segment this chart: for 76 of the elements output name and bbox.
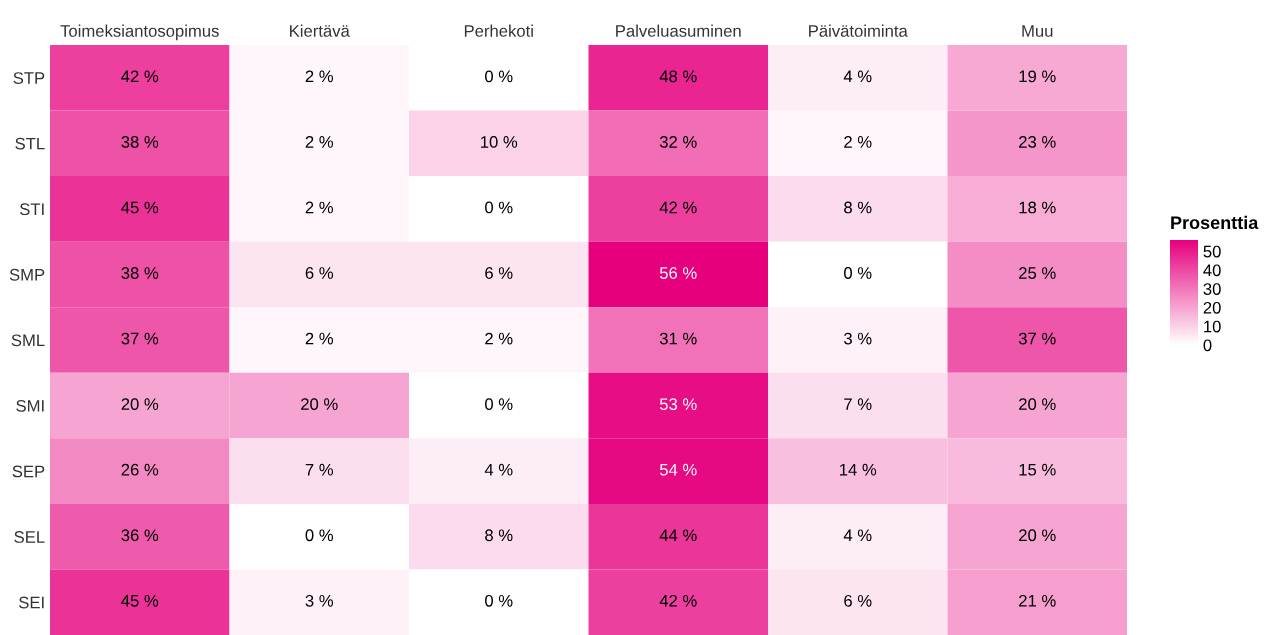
data-label: 8 % — [485, 529, 513, 542]
data-label: 0 % — [485, 201, 513, 214]
data-label: 2 % — [305, 201, 334, 214]
data-label: 26 % — [121, 463, 159, 476]
data-label: 10 % — [481, 136, 518, 148]
color-bar-label: 0 — [1203, 339, 1212, 352]
data-label: 38 % — [121, 267, 159, 279]
data-label: 8 % — [844, 201, 872, 214]
y-tick-label: SML — [11, 334, 45, 347]
data-label: 44 % — [659, 529, 697, 542]
data-label: 18 % — [1019, 201, 1056, 214]
data-label: 2 % — [305, 136, 334, 148]
data-label: 42 % — [659, 201, 697, 214]
data-label: 48 % — [659, 70, 697, 83]
data-label: 0 % — [305, 529, 334, 542]
y-tick-label: STL — [15, 137, 45, 150]
data-label: 45 % — [121, 594, 159, 607]
data-label: 36 % — [121, 529, 159, 542]
data-label: 25 % — [1019, 267, 1056, 279]
data-label: 3 % — [305, 594, 334, 607]
data-label: 0 % — [844, 267, 872, 279]
data-label: 0 % — [485, 398, 513, 411]
color-bar-label: 10 — [1204, 320, 1221, 333]
y-tick-label: SEP — [12, 465, 45, 478]
x-tick-label: Kiertävä — [290, 24, 350, 37]
data-label: 3 % — [844, 332, 872, 345]
y-tick-label: SMP — [9, 268, 45, 281]
data-label: 23 % — [1019, 136, 1056, 148]
data-label: 56 % — [659, 267, 697, 279]
data-label: 54 % — [659, 463, 697, 476]
data-label: 20 % — [121, 398, 159, 411]
x-tick-label: Perhekoti — [464, 24, 533, 37]
data-label: 6 % — [305, 267, 334, 279]
y-tick-label: SEI — [19, 596, 44, 609]
data-label: 7 % — [305, 463, 334, 476]
color-bar-label: 50 — [1203, 245, 1221, 258]
data-label: 2 % — [485, 332, 513, 345]
data-label: 20 % — [1019, 529, 1056, 542]
data-label: 14 % — [840, 463, 877, 476]
color-bar-label: 40 — [1203, 264, 1221, 277]
data-label: 0 % — [485, 70, 513, 83]
data-label: 20 % — [1019, 398, 1056, 411]
x-tick-label: Toimeksiantosopimus — [60, 24, 219, 41]
data-label: 15 % — [1019, 463, 1056, 476]
data-label: 7 % — [844, 398, 872, 410]
data-label: 4 % — [484, 463, 513, 476]
color-bar-label: 20 — [1203, 301, 1221, 314]
data-label: 19 % — [1019, 70, 1056, 83]
color-bar-label: 30 — [1203, 283, 1221, 295]
y-tick-label: SEL — [14, 531, 45, 543]
data-label: 6 % — [844, 594, 872, 607]
legend-title: Prosenttia — [1171, 215, 1259, 230]
data-label: 37 % — [121, 332, 159, 345]
data-label: 45 % — [121, 201, 159, 214]
y-tick-label: SMI — [16, 399, 44, 412]
x-tick-label: Palveluasuminen — [616, 24, 741, 37]
data-label: 2 % — [844, 136, 872, 148]
data-label: 42 % — [659, 594, 697, 607]
y-tick-label: STP — [13, 72, 45, 84]
data-label: 53 % — [659, 398, 697, 411]
data-label: 4 % — [843, 70, 872, 83]
data-label: 37 % — [1018, 332, 1056, 345]
data-label: 4 % — [843, 529, 872, 542]
x-tick-label: Päivätoiminta — [809, 24, 908, 37]
data-label: 2 % — [305, 332, 334, 345]
data-label: 32 % — [659, 136, 697, 148]
data-label: 42 % — [121, 70, 159, 83]
data-label: 6 % — [485, 267, 513, 279]
data-label: 20 % — [301, 398, 338, 411]
data-label: 21 % — [1019, 594, 1056, 607]
data-label: 31 % — [659, 332, 697, 345]
x-tick-label: Muu — [1022, 25, 1053, 37]
data-label: 38 % — [121, 136, 159, 148]
y-tick-label: STI — [19, 203, 44, 216]
data-label: 0 % — [485, 594, 513, 607]
data-label: 2 % — [305, 70, 334, 83]
